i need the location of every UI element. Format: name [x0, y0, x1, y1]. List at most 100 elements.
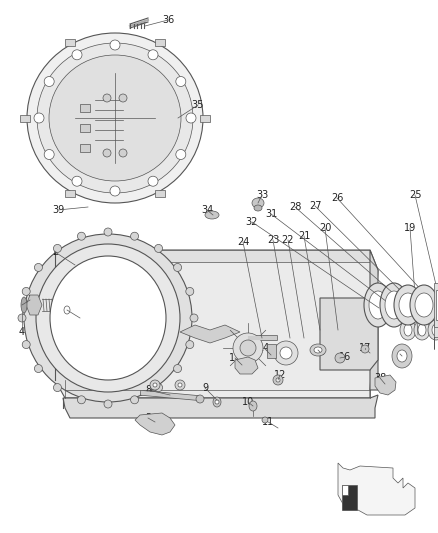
Ellipse shape: [415, 293, 433, 317]
Text: 32: 32: [246, 217, 258, 227]
Ellipse shape: [410, 285, 438, 325]
Ellipse shape: [361, 345, 369, 353]
Ellipse shape: [34, 113, 44, 123]
Ellipse shape: [119, 94, 127, 102]
Text: 25: 25: [409, 190, 421, 200]
Text: 6: 6: [77, 313, 83, 323]
FancyBboxPatch shape: [155, 190, 165, 197]
Ellipse shape: [215, 400, 219, 404]
Polygon shape: [434, 309, 438, 349]
Ellipse shape: [205, 211, 219, 219]
Text: 12: 12: [274, 370, 286, 380]
Ellipse shape: [178, 383, 182, 387]
Ellipse shape: [418, 324, 426, 336]
Text: 38: 38: [374, 373, 386, 383]
Ellipse shape: [103, 94, 111, 102]
Polygon shape: [180, 325, 240, 343]
Text: 3: 3: [145, 413, 151, 423]
Ellipse shape: [119, 149, 127, 157]
Ellipse shape: [249, 401, 257, 411]
Ellipse shape: [78, 232, 85, 240]
Ellipse shape: [176, 77, 186, 86]
Ellipse shape: [385, 291, 403, 319]
Ellipse shape: [233, 333, 263, 363]
FancyBboxPatch shape: [80, 124, 90, 132]
Ellipse shape: [186, 287, 194, 295]
Ellipse shape: [196, 395, 204, 403]
Polygon shape: [63, 395, 378, 418]
FancyBboxPatch shape: [200, 115, 210, 122]
Polygon shape: [342, 485, 357, 510]
Text: 17: 17: [359, 343, 371, 353]
Ellipse shape: [369, 291, 387, 319]
Ellipse shape: [262, 417, 268, 423]
FancyBboxPatch shape: [80, 144, 90, 152]
Text: 39: 39: [52, 205, 64, 215]
Text: 10: 10: [242, 397, 254, 407]
Ellipse shape: [155, 245, 162, 253]
Text: 13: 13: [229, 353, 241, 363]
Text: 8: 8: [145, 385, 151, 395]
Ellipse shape: [254, 205, 262, 211]
FancyBboxPatch shape: [155, 39, 165, 46]
Text: 27: 27: [309, 201, 321, 211]
Ellipse shape: [314, 347, 322, 353]
Ellipse shape: [404, 324, 412, 336]
Text: 4: 4: [19, 327, 25, 337]
Text: 19: 19: [404, 223, 416, 233]
Text: 31: 31: [265, 209, 277, 219]
Text: 21: 21: [298, 231, 310, 241]
Ellipse shape: [274, 341, 298, 365]
Text: 22: 22: [282, 235, 294, 245]
Ellipse shape: [392, 344, 412, 368]
Ellipse shape: [252, 198, 264, 208]
FancyBboxPatch shape: [65, 39, 75, 46]
Ellipse shape: [24, 234, 192, 402]
Polygon shape: [338, 463, 415, 515]
Ellipse shape: [394, 285, 422, 325]
Text: 16: 16: [339, 352, 351, 362]
Ellipse shape: [380, 283, 408, 327]
Ellipse shape: [310, 344, 326, 356]
Ellipse shape: [53, 245, 61, 253]
Ellipse shape: [276, 378, 280, 382]
Ellipse shape: [103, 149, 111, 157]
Polygon shape: [26, 295, 42, 315]
Ellipse shape: [131, 396, 138, 404]
Ellipse shape: [35, 263, 42, 271]
Ellipse shape: [148, 176, 158, 186]
FancyBboxPatch shape: [80, 104, 90, 112]
Text: 26: 26: [331, 193, 343, 203]
Ellipse shape: [104, 400, 112, 408]
Ellipse shape: [414, 320, 430, 340]
Text: 15: 15: [314, 347, 326, 357]
Ellipse shape: [399, 293, 417, 317]
Text: 34: 34: [201, 205, 213, 215]
Ellipse shape: [176, 149, 186, 159]
Ellipse shape: [49, 55, 181, 181]
Ellipse shape: [60, 301, 74, 319]
Ellipse shape: [50, 256, 166, 380]
Ellipse shape: [400, 320, 416, 340]
Ellipse shape: [104, 228, 112, 236]
Polygon shape: [370, 250, 378, 390]
Text: 28: 28: [289, 202, 301, 212]
Ellipse shape: [18, 314, 26, 322]
Ellipse shape: [131, 232, 138, 240]
Ellipse shape: [37, 43, 193, 193]
Ellipse shape: [428, 320, 438, 340]
Ellipse shape: [36, 244, 180, 392]
Text: 9: 9: [202, 383, 208, 393]
Text: 36: 36: [162, 15, 174, 25]
Polygon shape: [55, 250, 378, 398]
Ellipse shape: [273, 375, 283, 385]
Ellipse shape: [78, 396, 85, 404]
Ellipse shape: [432, 324, 438, 336]
Ellipse shape: [153, 383, 157, 387]
Text: 24: 24: [237, 237, 249, 247]
Text: 2: 2: [52, 247, 58, 257]
Ellipse shape: [72, 50, 82, 60]
Text: 7: 7: [27, 295, 33, 305]
Ellipse shape: [110, 40, 120, 50]
FancyBboxPatch shape: [20, 115, 30, 122]
